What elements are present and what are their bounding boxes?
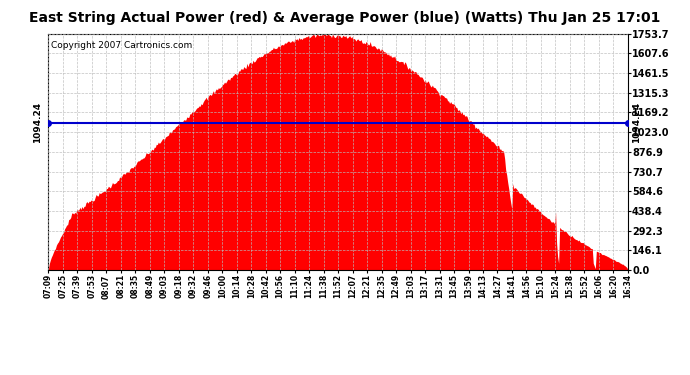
Text: East String Actual Power (red) & Average Power (blue) (Watts) Thu Jan 25 17:01: East String Actual Power (red) & Average… xyxy=(29,11,661,25)
Text: 1094.24: 1094.24 xyxy=(632,102,642,143)
Text: 1094.24: 1094.24 xyxy=(33,102,43,143)
Text: Copyright 2007 Cartronics.com: Copyright 2007 Cartronics.com xyxy=(51,41,193,50)
